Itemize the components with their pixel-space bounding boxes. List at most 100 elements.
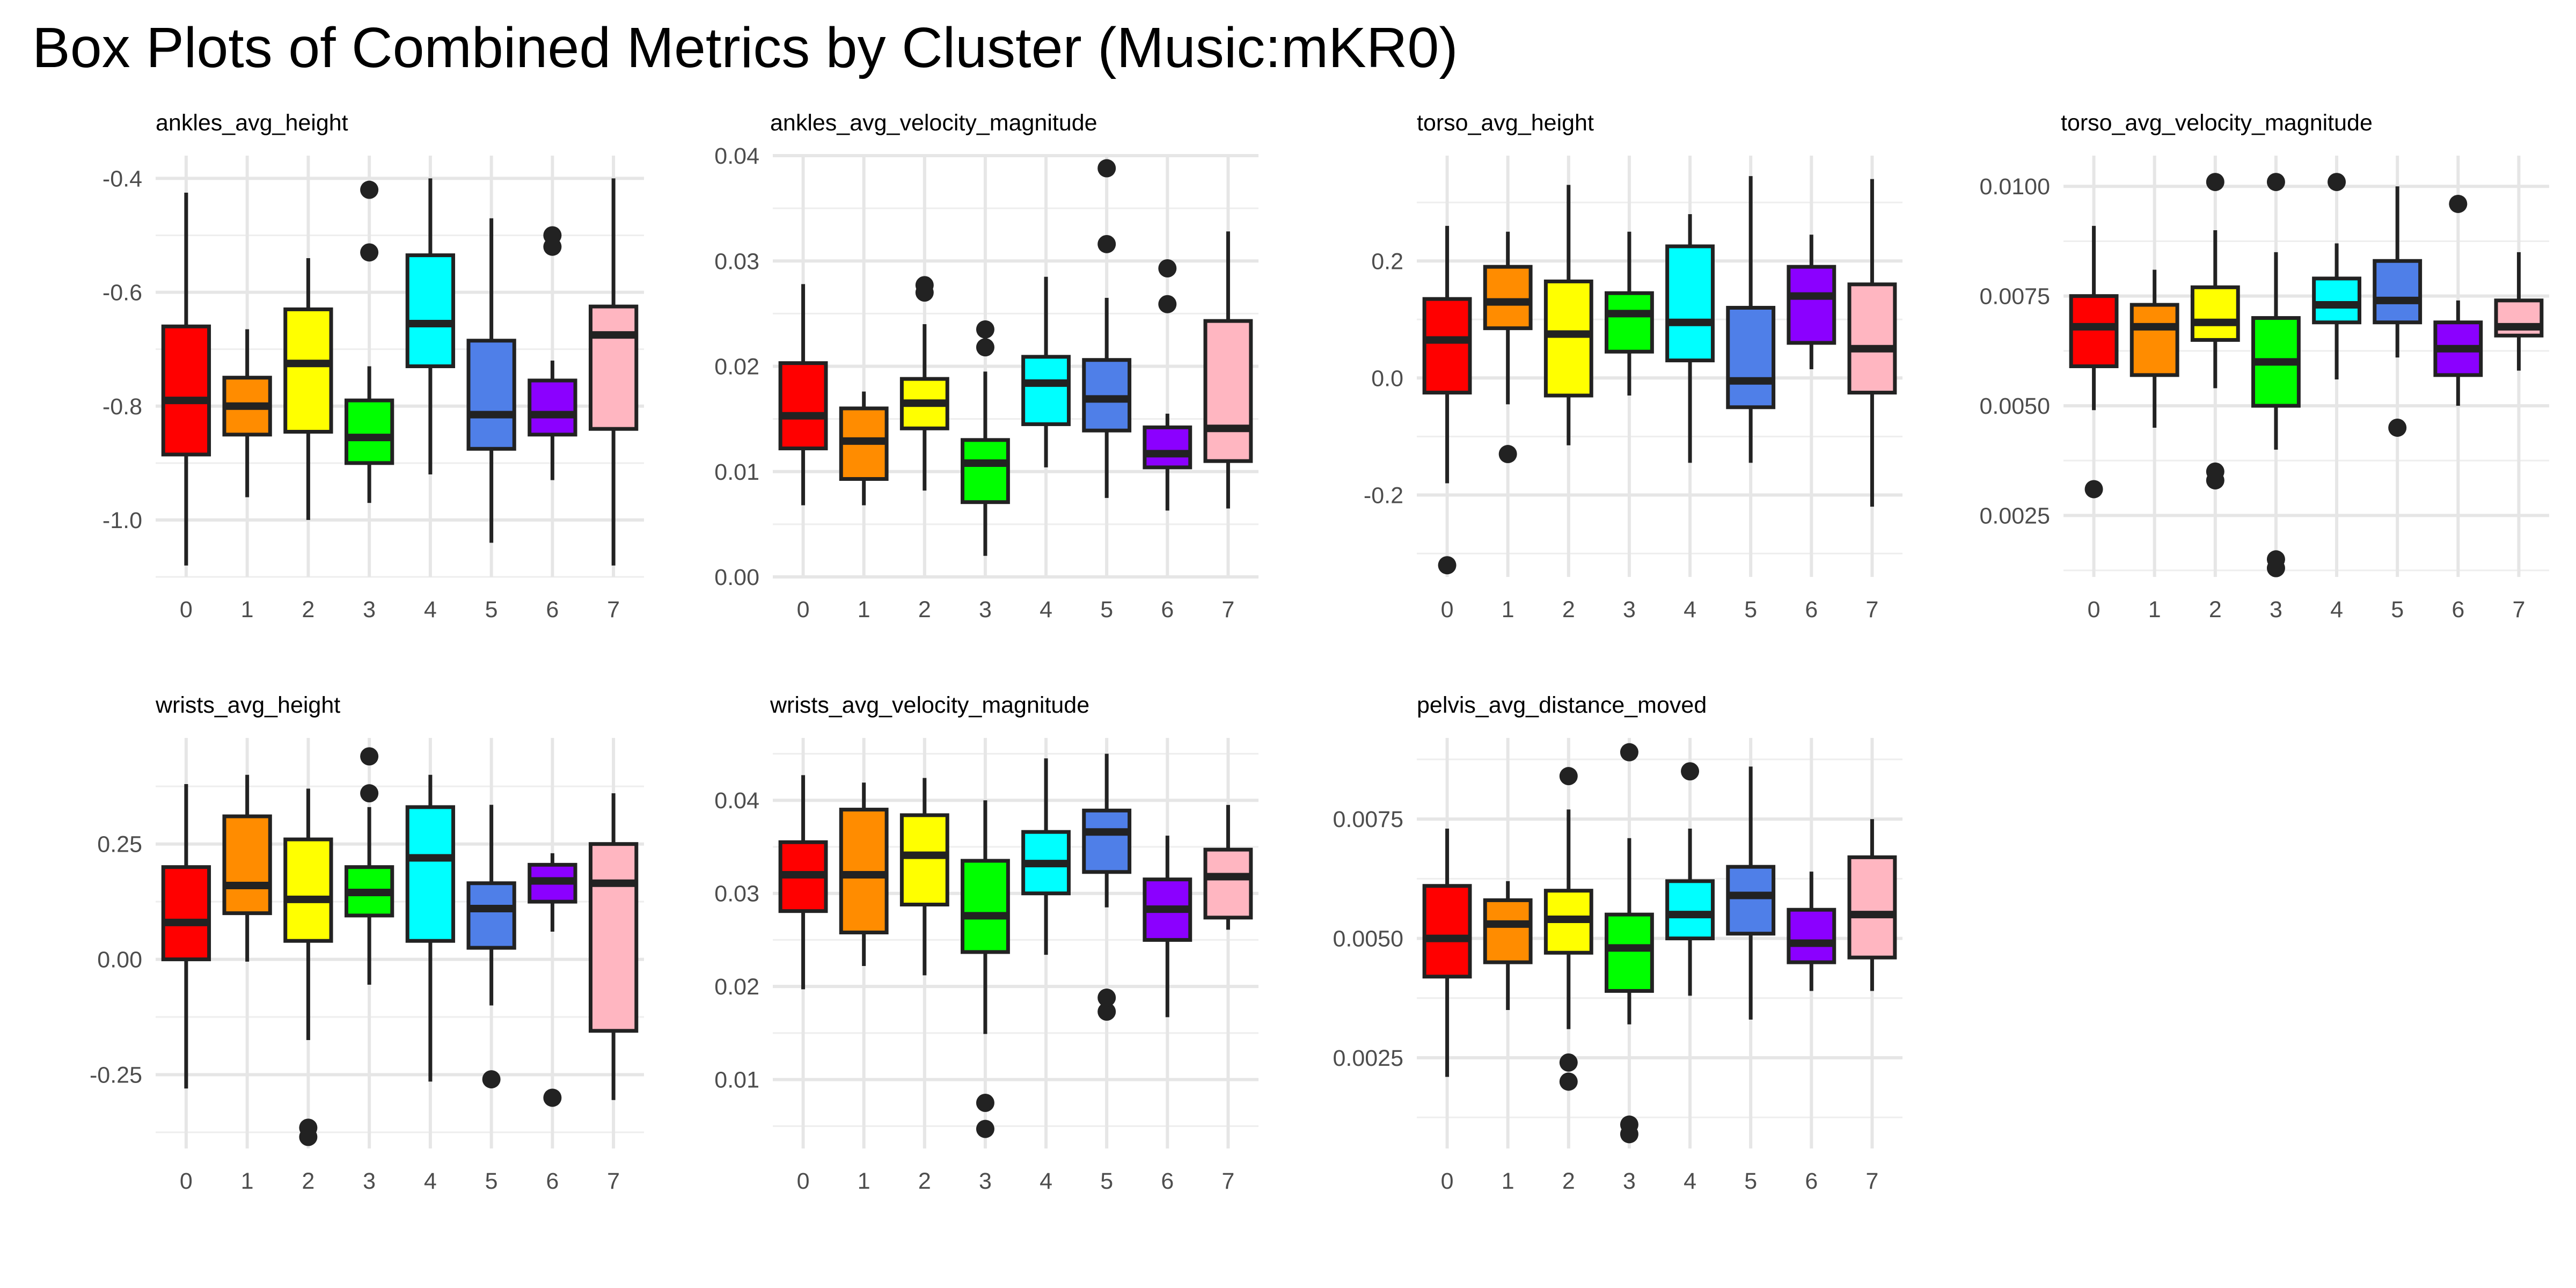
box-cluster-5 xyxy=(466,804,516,1089)
x-tick-label: 3 xyxy=(1623,597,1636,623)
y-tick-label: 0.01 xyxy=(714,1067,759,1093)
panel-torso_avg_velocity_magnitude: torso_avg_velocity_magnitude 0.0025 0.0050… xyxy=(1979,110,2549,623)
outlier-point xyxy=(360,243,379,262)
panel-title: torso_avg_velocity_magnitude xyxy=(2061,110,2373,136)
box-cluster-6 xyxy=(1143,836,1192,1018)
x-tick-label: 1 xyxy=(1502,1168,1514,1194)
box-cluster-7 xyxy=(1203,804,1253,930)
outlier-point xyxy=(976,1119,994,1138)
box-iqr xyxy=(899,813,949,907)
outlier-point xyxy=(1097,1002,1116,1021)
x-tick-label: 6 xyxy=(546,597,559,623)
x-tick-label: 2 xyxy=(2209,597,2222,623)
box-iqr xyxy=(405,253,456,369)
box-iqr xyxy=(1082,808,1132,874)
y-tick-label: -0.2 xyxy=(1364,482,1403,508)
x-tick-label: 3 xyxy=(363,597,376,623)
box-iqr xyxy=(528,378,577,437)
y-tick-label: -0.8 xyxy=(103,394,142,420)
box-iqr xyxy=(344,398,394,465)
panel-torso_avg_height: torso_avg_height -0.2 0.0 0.2 0 1 2 3 4 5 6 7 xyxy=(1364,110,1902,623)
x-tick-label: 2 xyxy=(302,597,314,623)
y-tick-label: 0.00 xyxy=(714,565,759,590)
box-iqr xyxy=(1847,282,1897,395)
panels: ankles_avg_height -1.0 -0.8 -0.6 -0.4 0 1 2 3 4 5 6… xyxy=(90,110,2549,1194)
box-cluster-6 xyxy=(2433,194,2483,406)
outlier-point xyxy=(1681,762,1700,781)
box-cluster-0 xyxy=(2069,225,2119,499)
x-tick-label: 3 xyxy=(2270,597,2282,623)
y-tick-label: 0.0100 xyxy=(1979,174,2050,200)
box-iqr xyxy=(283,307,333,434)
box-cluster-6 xyxy=(1143,259,1192,511)
box-iqr xyxy=(1422,297,1472,395)
x-tick-label: 0 xyxy=(1441,597,1454,623)
box-iqr xyxy=(222,814,272,916)
y-tick-label: -0.6 xyxy=(103,280,142,306)
x-tick-label: 5 xyxy=(2391,597,2404,623)
x-tick-label: 7 xyxy=(1221,597,1234,623)
box-iqr xyxy=(2312,276,2361,325)
box-cluster-1 xyxy=(222,329,272,497)
box-cluster-0 xyxy=(161,192,211,566)
box-cluster-5 xyxy=(1726,766,1776,1020)
y-tick-label: 0.2 xyxy=(1371,248,1403,274)
x-tick-label: 3 xyxy=(363,1168,376,1194)
box-cluster-4 xyxy=(405,774,456,1082)
y-tick-label: 0.0 xyxy=(1371,365,1403,391)
box-cluster-3 xyxy=(961,320,1010,556)
box-cluster-6 xyxy=(1787,235,1836,369)
outlier-point xyxy=(1620,743,1638,762)
box-iqr xyxy=(588,304,639,431)
x-tick-label: 2 xyxy=(1562,1168,1575,1194)
box-iqr xyxy=(1483,265,1533,331)
x-tick-label: 3 xyxy=(1623,1168,1636,1194)
outlier-point xyxy=(2388,418,2407,437)
x-tick-label: 1 xyxy=(241,1168,254,1194)
y-tick-label: 0.0025 xyxy=(1333,1045,1403,1071)
x-tick-label: 3 xyxy=(979,597,992,623)
box-cluster-2 xyxy=(283,788,333,1146)
outlier-point xyxy=(2206,462,2224,481)
outlier-point xyxy=(1559,767,1578,786)
box-cluster-3 xyxy=(1605,231,1654,396)
box-iqr xyxy=(161,324,211,457)
x-tick-label: 4 xyxy=(424,597,437,623)
box-cluster-4 xyxy=(1021,276,1071,467)
x-tick-label: 5 xyxy=(1744,597,1757,623)
box-cluster-6 xyxy=(528,853,577,1107)
box-cluster-3 xyxy=(961,800,1010,1138)
box-cluster-4 xyxy=(1665,762,1715,996)
box-cluster-6 xyxy=(528,226,577,480)
outlier-point xyxy=(360,784,379,803)
outlier-point xyxy=(543,226,562,245)
box-cluster-5 xyxy=(466,218,516,543)
box-cluster-7 xyxy=(1847,179,1897,507)
box-iqr xyxy=(1203,319,1253,463)
y-tick-label: 0.03 xyxy=(714,881,759,907)
x-tick-label: 4 xyxy=(1684,1168,1696,1194)
y-tick-label: 0.0025 xyxy=(1979,503,2050,529)
x-tick-label: 7 xyxy=(607,597,620,623)
x-tick-label: 0 xyxy=(180,1168,193,1194)
outlier-point xyxy=(360,747,379,766)
box-cluster-7 xyxy=(588,178,639,566)
figure-title: Box Plots of Combined Metrics by Cluster… xyxy=(32,16,1458,79)
box-iqr xyxy=(1726,865,1776,936)
y-tick-label: 0.0075 xyxy=(1333,807,1403,832)
box-cluster-0 xyxy=(778,284,828,506)
box-iqr xyxy=(1543,279,1593,398)
box-iqr xyxy=(1422,884,1472,979)
panel-title: ankles_avg_velocity_magnitude xyxy=(770,110,1097,136)
box-iqr xyxy=(283,837,333,943)
x-tick-label: 3 xyxy=(979,1168,992,1194)
panel-title: ankles_avg_height xyxy=(156,110,348,136)
box-iqr xyxy=(466,339,516,451)
y-tick-label: 0.01 xyxy=(714,459,759,485)
box-cluster-0 xyxy=(1422,829,1472,1077)
box-cluster-1 xyxy=(1483,881,1533,1011)
outlier-point xyxy=(2449,194,2468,213)
x-tick-label: 1 xyxy=(858,1168,870,1194)
